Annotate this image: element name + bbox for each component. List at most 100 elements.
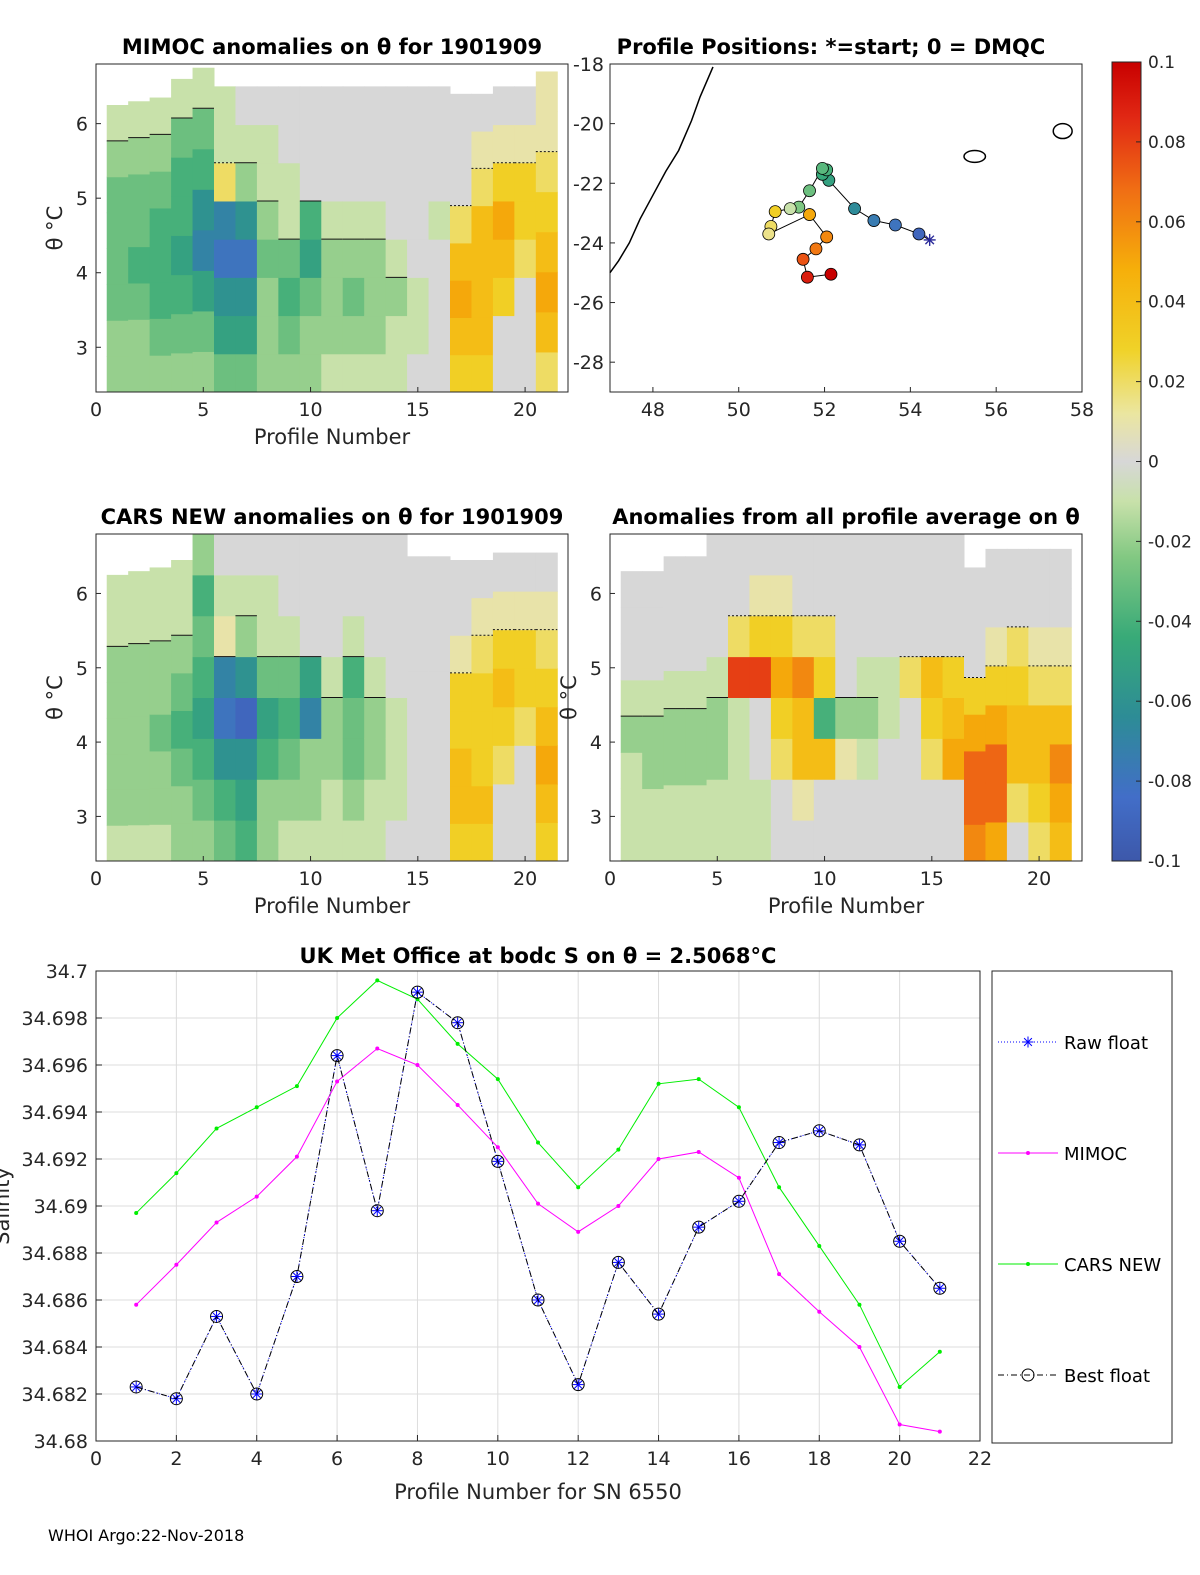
- allavg-cell-p9-6: [792, 574, 815, 617]
- allavg-cell-p4-7: [685, 556, 708, 595]
- colorbar-tick-label-4: 0.02: [1148, 373, 1186, 393]
- cars-cell-p7-3: [235, 697, 258, 739]
- allavg-cell-p1-7: [620, 571, 643, 608]
- mimoc-cell-p13-5: [364, 162, 387, 202]
- salinity-xtick-label-2: 2: [170, 1448, 182, 1470]
- salinity-point-raw-float-17: [773, 1137, 785, 1149]
- cars-cell-p12-3: [342, 697, 365, 739]
- mimoc-cell-p12-5: [342, 162, 365, 202]
- mimoc-cell-p13-1: [364, 315, 387, 355]
- cars-cell-p14-2: [385, 738, 408, 780]
- mimoc-cell-p8-1: [256, 315, 279, 355]
- allavg-cell-p14-4: [899, 656, 922, 698]
- salinity-point-mimoc-7: [375, 1046, 380, 1051]
- allavg-cell-p11-2: [835, 738, 858, 780]
- positions-profile-point-17: [820, 230, 834, 244]
- salinity-point-mimoc-8: [415, 1063, 420, 1067]
- cars-cell-p17-6: [450, 597, 472, 636]
- allavg-cell-p6-3: [728, 697, 750, 739]
- allavg-cell-p17-2: [964, 750, 986, 789]
- colorbar-tick-label-10: -0.1: [1148, 852, 1181, 872]
- cars-cell-p19-4: [492, 668, 515, 708]
- allavg-cell-p16-0: [942, 820, 965, 862]
- mimoc-cell-p16-5: [428, 162, 451, 202]
- salinity-point-raw-float-20: [894, 1235, 906, 1247]
- salinity-point-cars-new-14: [656, 1081, 661, 1086]
- allavg-xtick-label-5: 5: [711, 868, 723, 890]
- cars-cell-p19-3: [492, 706, 515, 746]
- salinity-ytick-label-0: 34.68: [34, 1431, 88, 1453]
- allavg-cell-p15-7: [921, 534, 944, 576]
- salinity-xtick-label-16: 16: [727, 1448, 751, 1470]
- salinity-raw-ray-6-135: [332, 1051, 342, 1060]
- allavg-cell-p19-4: [1006, 665, 1029, 706]
- allavg-cell-p3-7: [663, 556, 686, 595]
- allavg-contours: [620, 615, 1072, 717]
- mimoc-cell-p15-5: [407, 162, 430, 202]
- allavg-cell-p15-3: [921, 697, 944, 739]
- footer-credit: WHOI Argo:22-Nov-2018: [48, 1526, 245, 1545]
- mimoc-cell-p11-0: [321, 353, 344, 393]
- mimoc-cell-p19-3: [492, 239, 515, 278]
- allavg-cell-p11-4: [835, 656, 858, 698]
- mimoc-cell-p2-4: [128, 210, 151, 248]
- cars-cells: [106, 534, 558, 862]
- cars-cell-p2-5: [128, 643, 151, 681]
- cars-cell-p12-4: [342, 656, 365, 698]
- cars-cell-p20-6: [514, 591, 537, 631]
- cars-cell-p16-6: [428, 594, 451, 633]
- salinity-point-raw-float-16: [733, 1195, 745, 1207]
- cars-cell-p3-4: [149, 677, 172, 715]
- salinity-legend-marker-best-float: [1021, 1368, 1035, 1382]
- salinity-point-best-float-10: [491, 1154, 505, 1168]
- allavg-xlabel: Profile Number: [768, 894, 925, 918]
- mimoc-cell-p1-5: [106, 176, 129, 214]
- mimoc-cell-p3-6: [149, 134, 172, 172]
- all-profile-average-panel: 0 5 10 15 20 3 4 5 6 Profile Number θ °C Anomalies …: [557, 505, 1083, 918]
- salinity-point-cars-new-6: [335, 1016, 340, 1020]
- salinity-point-best-float-18: [812, 1124, 826, 1138]
- cars-cell-p3-7: [149, 567, 172, 605]
- cars-cell-p13-0: [364, 820, 387, 862]
- cars-cell-p8-2: [256, 738, 279, 780]
- salinity-point-best-float-11: [531, 1293, 545, 1307]
- salinity-point-cars-new-21: [937, 1349, 942, 1354]
- allavg-cell-p11-3: [835, 697, 858, 739]
- salinity-point-mimoc-13: [616, 1204, 621, 1208]
- mimoc-cell-p9-5: [278, 162, 301, 202]
- mimoc-cell-p8-4: [256, 200, 279, 240]
- cars-cell-p12-6: [342, 574, 365, 617]
- allavg-cell-p12-0: [856, 820, 879, 862]
- cars-cell-p17-7: [450, 560, 472, 599]
- allavg-cell-p10-4: [813, 656, 836, 698]
- salinity-point-cars-new-11: [536, 1140, 540, 1145]
- mimoc-cell-p17-2: [450, 280, 472, 318]
- allavg-cell-p13-1: [878, 779, 901, 821]
- cars-xtick-label-0: 0: [90, 868, 102, 890]
- allavg-cell-p9-5: [792, 615, 815, 658]
- allavg-cell-p9-1: [792, 779, 815, 821]
- cars-cell-p10-7: [299, 534, 322, 576]
- allavg-cell-p13-2: [878, 738, 901, 780]
- mimoc-cell-p3-4: [149, 207, 172, 246]
- salinity-point-best-float-19: [852, 1138, 866, 1152]
- cars-cell-p1-4: [106, 682, 129, 719]
- mimoc-cell-p8-7: [256, 86, 279, 126]
- cars-cell-p19-6: [492, 591, 515, 631]
- allavg-cell-p12-6: [856, 574, 879, 617]
- mimoc-cell-p1-4: [106, 212, 129, 249]
- cars-cell-p19-2: [492, 745, 515, 785]
- allavg-title: Anomalies from all profile average on θ: [612, 505, 1080, 529]
- salinity-xtick-label-8: 8: [411, 1448, 423, 1470]
- allavg-cell-p5-0: [706, 820, 729, 862]
- cars-cell-p11-5: [321, 615, 344, 658]
- allavg-cell-p17-6: [964, 604, 986, 642]
- mimoc-cell-p5-4: [192, 189, 215, 231]
- allavg-cell-p6-1: [728, 779, 750, 821]
- mimoc-cell-p15-2: [407, 277, 430, 317]
- cars-cell-p21-2: [535, 745, 558, 785]
- salinity-point-mimoc-3: [214, 1220, 219, 1225]
- allavg-ytick-label-4: 4: [590, 732, 602, 754]
- mimoc-cell-p9-2: [278, 277, 301, 317]
- mimoc-cell-p6-4: [214, 200, 236, 240]
